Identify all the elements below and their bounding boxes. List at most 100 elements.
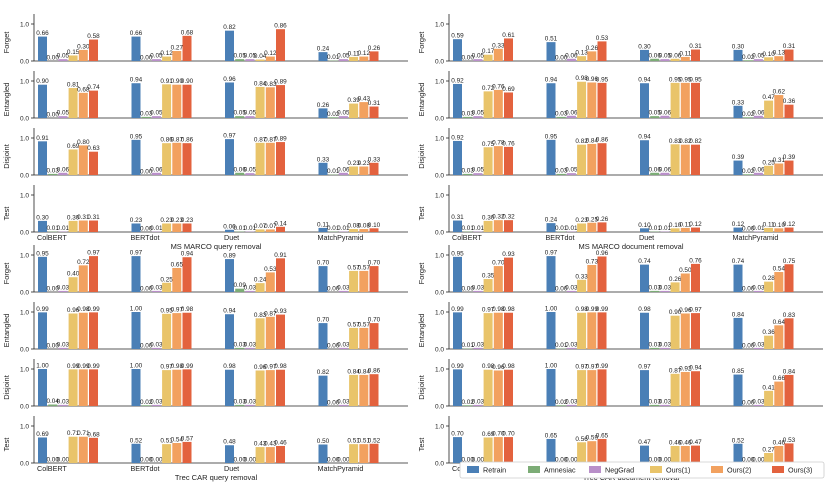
- bar-value-label: 0.00: [555, 55, 568, 62]
- bar: [650, 404, 660, 406]
- bar: [68, 88, 78, 118]
- bar-value-label: 0.09: [233, 282, 246, 289]
- bar-value-label: 0.68: [181, 29, 194, 36]
- bar: [141, 405, 151, 406]
- y-tick-label: 1.0: [435, 253, 444, 260]
- y-tick-label: 0.0: [435, 116, 444, 123]
- bar: [453, 312, 462, 349]
- bar-value-label: 0.97: [545, 250, 558, 257]
- bar: [784, 227, 794, 232]
- bar: [640, 312, 649, 349]
- bar: [473, 116, 483, 118]
- bar: [650, 290, 660, 292]
- bar: [691, 445, 700, 463]
- bar: [650, 172, 660, 175]
- bar-value-label: 0.10: [669, 222, 682, 229]
- legend-entry: NegGrad: [605, 466, 634, 475]
- y-tick-label: 1.0: [435, 424, 444, 431]
- bar-value-label: 0.03: [337, 398, 350, 405]
- bar: [369, 323, 379, 349]
- bar: [369, 51, 379, 61]
- bar-value-label: 0.05: [244, 167, 257, 174]
- bar-value-label: 0.00: [46, 112, 59, 119]
- bar: [162, 143, 172, 175]
- bar-value-label: 0.00: [327, 343, 340, 350]
- bar-value-label: 0.87: [669, 367, 682, 374]
- bar: [151, 347, 161, 349]
- bar-value-label: 0.74: [638, 258, 651, 265]
- bar: [691, 144, 700, 175]
- bar: [680, 144, 690, 175]
- bar-value-label: 0.98: [502, 363, 515, 370]
- bar: [359, 102, 369, 118]
- bar: [453, 220, 462, 232]
- bar-value-label: 0.01: [150, 225, 163, 232]
- bar-value-label: 0.39: [783, 154, 796, 161]
- bar-value-label: 0.70: [317, 317, 330, 324]
- y-tick-label: 1.0: [435, 367, 444, 374]
- bar-value-label: 0.03: [752, 341, 765, 348]
- bar-value-label: 0.00: [461, 55, 474, 62]
- bar-value-label: 0.61: [502, 32, 515, 39]
- bar-value-label: 0.65: [171, 261, 184, 268]
- bar-value-label: 0.46: [274, 439, 287, 446]
- bar-value-label: 0.99: [77, 363, 90, 370]
- bar-value-label: 0.12: [160, 50, 173, 57]
- bar-value-label: 0.70: [368, 317, 381, 324]
- bar: [774, 272, 784, 292]
- bar: [670, 82, 680, 118]
- row-label: Forget: [2, 262, 11, 285]
- bar: [318, 323, 328, 349]
- bar: [182, 143, 192, 175]
- bar: [131, 369, 141, 406]
- bar-value-label: 0.06: [648, 166, 661, 173]
- bar: [640, 445, 649, 463]
- bar-value-label: 0.23: [347, 160, 360, 167]
- bar-value-label: 0.06: [150, 166, 163, 173]
- bar-value-label: 0.95: [545, 133, 558, 140]
- bar-value-label: 0.89: [223, 253, 236, 260]
- bar-value-label: 0.31: [77, 214, 90, 221]
- bar: [68, 369, 78, 406]
- bar-value-label: 0.13: [575, 50, 588, 57]
- bar: [182, 312, 192, 349]
- bar: [660, 115, 670, 118]
- bar: [225, 82, 234, 118]
- bar-value-label: 0.00: [337, 457, 350, 464]
- bar: [764, 453, 774, 463]
- row-label: Test: [417, 206, 426, 221]
- bar: [245, 290, 255, 292]
- bar-value-label: 0.03: [233, 398, 246, 405]
- bar-value-label: 0.30: [67, 214, 80, 221]
- bar-value-label: 0.84: [347, 368, 360, 375]
- bar-value-label: 0.71: [77, 430, 90, 437]
- bar-value-label: 0.98: [223, 363, 236, 370]
- y-tick-label: 0.0: [20, 173, 29, 180]
- bar: [68, 55, 78, 61]
- bar-value-label: 0.23: [358, 160, 371, 167]
- bar-value-label: 0.14: [274, 220, 287, 227]
- row-label: Forget: [417, 31, 426, 54]
- bar: [597, 82, 607, 118]
- bar: [566, 115, 576, 118]
- bar-value-label: 0.03: [461, 110, 474, 117]
- bar-value-label: 0.99: [596, 306, 609, 313]
- bar-value-label: 0.05: [57, 110, 70, 117]
- bar-value-label: 0.82: [575, 138, 588, 145]
- bar-value-label: 0.84: [254, 80, 267, 87]
- bar-value-label: 0.00: [140, 286, 153, 293]
- bar-value-label: 0.43: [358, 96, 371, 103]
- bar: [691, 49, 700, 61]
- bar: [338, 172, 348, 175]
- bar-value-label: 0.01: [327, 225, 340, 232]
- bar-value-label: 0.03: [337, 341, 350, 348]
- bar: [587, 51, 597, 61]
- bar: [680, 227, 690, 232]
- bar-value-label: 0.00: [742, 286, 755, 293]
- bar: [774, 445, 784, 463]
- bar-value-label: 0.00: [140, 55, 153, 62]
- bar: [162, 370, 172, 406]
